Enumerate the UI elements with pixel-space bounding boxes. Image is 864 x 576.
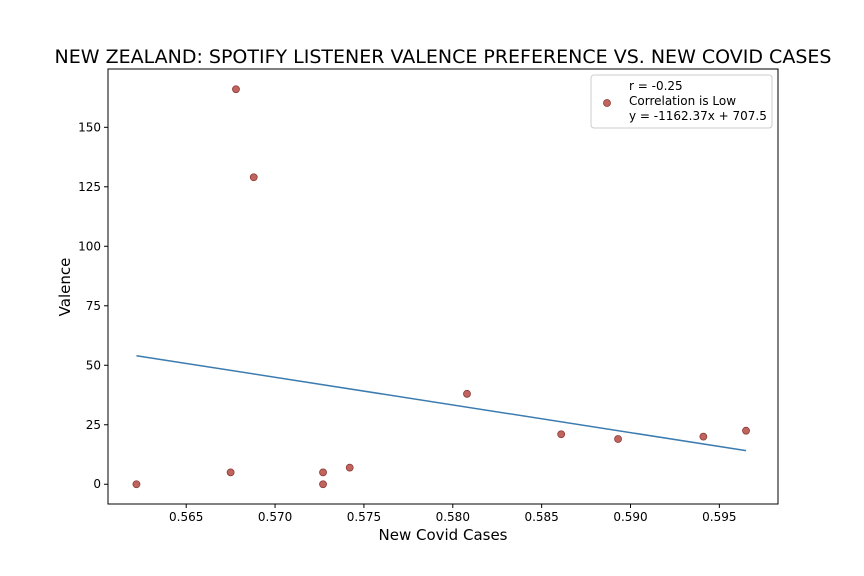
scatter-point — [319, 480, 327, 489]
y-tick-label: 0 — [93, 477, 101, 491]
chart-title: NEW ZEALAND: SPOTIFY LISTENER VALENCE PR… — [55, 46, 832, 68]
scatter-point — [249, 173, 258, 182]
x-tick-label: 0.565 — [169, 510, 203, 524]
x-axis-label: New Covid Cases — [379, 526, 508, 544]
scatter-point — [319, 468, 327, 477]
x-axis-ticks: 0.565 0.570 0.575 0.580 0.585 0.590 0.595 — [169, 504, 737, 524]
scatter-point — [463, 389, 471, 398]
scatter-point — [557, 430, 566, 439]
legend-line-3: y = -1162.37x + 707.5 — [629, 109, 767, 123]
legend-marker — [603, 99, 611, 107]
regression-line — [136, 354, 747, 452]
x-tick-label: 0.595 — [702, 510, 736, 524]
scatter-point — [614, 435, 622, 443]
y-tick-label: 125 — [78, 180, 101, 194]
scatter-points — [132, 85, 750, 489]
x-tick-label: 0.570 — [258, 510, 292, 524]
regression-line-group — [136, 354, 747, 452]
scatter-point — [232, 85, 240, 94]
legend-line-2: Correlation is Low — [629, 94, 736, 108]
scatter-point — [132, 480, 141, 489]
y-tick-label: 25 — [86, 418, 101, 432]
y-axis-ticks: 0 25 50 75 100 125 150 — [78, 120, 108, 491]
x-tick-label: 0.580 — [436, 510, 470, 524]
y-tick-label: 150 — [78, 120, 101, 134]
x-tick-label: 0.590 — [613, 510, 647, 524]
legend-line-1: r = -0.25 — [629, 79, 683, 93]
legend-box — [590, 74, 773, 129]
y-tick-label: 50 — [86, 358, 101, 372]
x-tick-label: 0.585 — [524, 510, 558, 524]
scatter-point — [742, 426, 750, 435]
y-tick-label: 100 — [78, 239, 101, 253]
y-axis-label: Valence — [56, 258, 74, 317]
x-tick-label: 0.575 — [347, 510, 381, 524]
scatter-point — [226, 468, 235, 477]
scatter-point — [345, 463, 354, 472]
y-tick-label: 75 — [86, 299, 101, 313]
plot-area — [107, 68, 779, 505]
scatter-point — [699, 432, 708, 441]
legend: r = -0.25 Correlation is Low y = -1162.3… — [590, 74, 773, 129]
